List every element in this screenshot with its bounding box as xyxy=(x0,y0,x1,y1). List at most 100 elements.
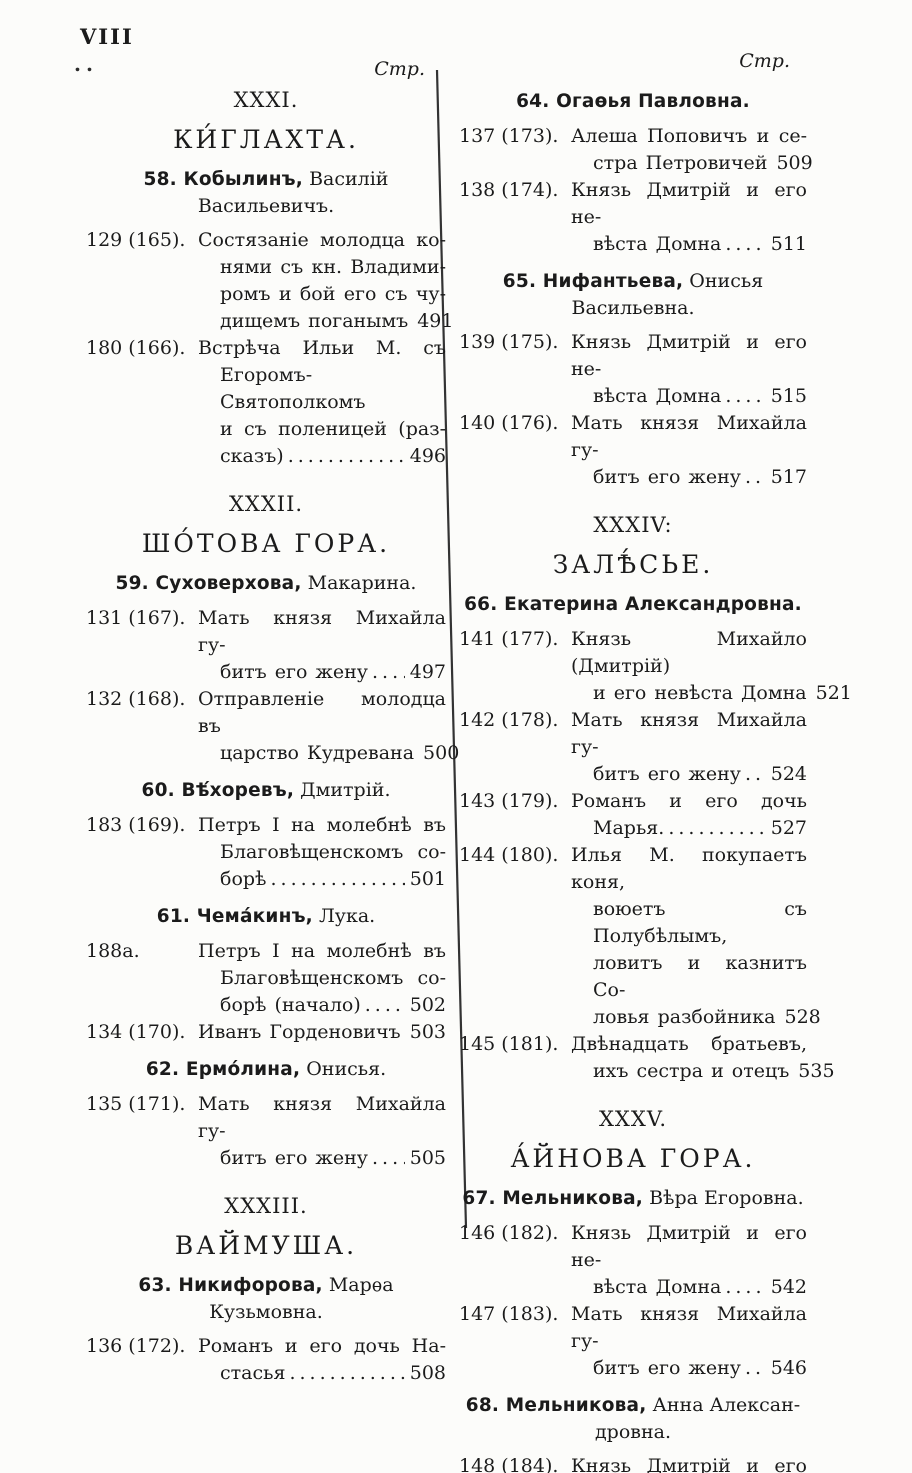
chapter-title: А́ЙНОВА ГОРА. xyxy=(510,1144,756,1173)
entry-text-line: Князь Дмитрій и его не- xyxy=(571,179,807,228)
entry-last-line: сказъ)..............496 xyxy=(198,443,446,470)
entry-text-end: вѣста Домна xyxy=(593,1276,722,1298)
entry-number: 180 (166). xyxy=(86,337,186,359)
entry-text: Мать князя Михайла гу-битъ его жену.....… xyxy=(198,605,446,686)
entry-text-line: Мать князя Михайла гу- xyxy=(571,1303,807,1352)
person-given-name: Васильевичъ. xyxy=(197,195,335,217)
toc-entry: 148 (184). Князь Дмитрій и его не-вѣста Д… xyxy=(459,1453,807,1473)
person-heading-line2: Кузьмовна. xyxy=(86,1299,446,1325)
page-number: 503 xyxy=(409,1021,446,1043)
toc-entry: 140 (176). Мать князя Михайла гу-битъ его… xyxy=(459,410,807,491)
entry-text-line: Князь Дмитрій и его не- xyxy=(571,1222,807,1271)
entry-text-line: Романъ и его дочь xyxy=(571,790,807,812)
leader-dots: ....... xyxy=(371,1147,405,1169)
page-number: 517 xyxy=(770,466,807,488)
entry-text: Двѣнадцать братьевъ, ихъ сестра и отецъ..… xyxy=(571,1031,835,1085)
entry-text-line: ловитъ и казнитъ Со- xyxy=(593,952,807,1001)
ink-specks: .. xyxy=(74,52,98,76)
entry-text: Состязаніе молодца ко-нями съ кн. Владим… xyxy=(198,227,453,335)
page-number: 491 xyxy=(417,310,454,332)
entry-text-line: Состязаніе молодца ко- xyxy=(198,229,446,251)
person-heading: 61. Чема́кинъ, Лука. xyxy=(86,903,446,930)
entry-text-line: Князь Михайло (Дмитрій) xyxy=(571,628,807,677)
person-heading-line2: Васильевна. xyxy=(459,295,807,321)
toc-entry: 135 (171). Мать князя Михайла гу-битъ его… xyxy=(86,1091,446,1172)
entry-last-line: дищемъ поганымъ....491 xyxy=(198,308,453,335)
entry-text: Иванъ Горденовичъ...503 xyxy=(198,1019,446,1046)
entry-number: 139 (175). xyxy=(459,331,559,353)
entry-text-end: ловья разбойника xyxy=(593,1006,776,1028)
entry-text-end: борѣ (начало) xyxy=(220,994,361,1016)
chapter-number: XXXIV: xyxy=(593,513,673,537)
person-given-name: Лука. xyxy=(312,905,376,927)
toc-entry: 131 (167). Мать князя Михайла гу-битъ его… xyxy=(86,605,446,686)
entry-text-line: Князь Дмитрій и его не- xyxy=(571,1455,807,1473)
entry-text: Петръ I на молебнѣ въ Благовѣщенскомъ со-… xyxy=(198,938,446,1019)
chapter-number: XXXV. xyxy=(598,1107,668,1131)
leader-dots: ............... xyxy=(270,868,405,890)
toc-entry: 141 (177). Князь Михайло (Дмитрій) и его н… xyxy=(459,626,852,707)
entry-text-end: битъ его жену xyxy=(220,1147,368,1169)
entry-text: Мать князя Михайла гу-битъ его жену.....… xyxy=(571,1301,807,1382)
leader-dots: ....... xyxy=(371,661,405,683)
entry-number: 129 (165). xyxy=(86,229,186,251)
entry-text: Отправленіе молодца въ царство Кудревана.… xyxy=(198,686,459,767)
toc-entry: 142 (178). Мать князя Михайла гу-битъ его… xyxy=(459,707,807,788)
toc-entry: 138 (174). Князь Дмитрій и его не-вѣста Д… xyxy=(459,177,807,258)
entry-text-line: ромъ и бой его съ чу- xyxy=(220,283,446,305)
toc-entry: 129 (165). Состязаніе молодца ко-нями съ … xyxy=(86,227,453,335)
page-number: 501 xyxy=(409,868,446,890)
chapter-title: ШО́ТОВА ГОРА. xyxy=(141,529,391,558)
entry-last-line: вѣста Домна.........515 xyxy=(571,383,807,410)
entry-text: Романъ и его дочь На-стасья.............… xyxy=(198,1333,446,1387)
entry-text-end: стасья xyxy=(220,1362,286,1384)
entry-text: Мать князя Михайла гу-битъ его жену.....… xyxy=(198,1091,446,1172)
toc-entry: 134 (170). Иванъ Горденовичъ...503 xyxy=(86,1019,446,1046)
toc-entry: 137 (173). Алеша Поповичъ и се-стра Петро… xyxy=(459,123,813,177)
chapter-number: XXXII. xyxy=(228,492,304,516)
entry-text: Мать князя Михайла гу-битъ его жену.....… xyxy=(571,707,807,788)
leader-dots: ....... xyxy=(364,994,405,1016)
leader-dots: ....... xyxy=(744,1357,766,1379)
page-number: 535 xyxy=(798,1060,835,1082)
person-number-and-surname: 61. Чема́кинъ, xyxy=(156,906,313,927)
entry-text: Илья М. покупаетъ коня, воюетъ съ Полубѣл… xyxy=(571,842,821,1031)
page-number: 509 xyxy=(776,152,813,174)
entry-text-end: дищемъ поганымъ xyxy=(220,310,409,332)
page-column-header-right: Стр. xyxy=(739,50,790,72)
entry-text: Князь Дмитрій и его не-вѣста Домна......… xyxy=(571,1453,807,1473)
toc-entry: 183 (169). Петръ I на молебнѣ въ Благовѣще… xyxy=(86,812,446,893)
page-number: 524 xyxy=(770,763,807,785)
person-number-and-surname: 66. Екатерина Александровна. xyxy=(464,594,802,615)
person-given-name: Онисья. xyxy=(300,1058,387,1080)
person-number-and-surname: 65. Нифантьева, xyxy=(502,271,684,292)
entry-text-line: Благовѣщенскомъ со- xyxy=(220,967,446,989)
leader-dots: ....... xyxy=(744,763,766,785)
person-heading: 60. Вѣ́хоревъ, Дмитрій. xyxy=(86,777,446,804)
entry-number: 141 (177). xyxy=(459,628,559,650)
entry-number: 137 (173). xyxy=(459,125,559,147)
person-heading: 64. Огаѳья Павловна. xyxy=(459,88,807,115)
entry-last-line: Марья..............527 xyxy=(571,815,807,842)
toc-entry: 180 (166). Встрѣча Ильи М. съ Егоромъ-Свят… xyxy=(86,335,446,470)
person-given-name: Васильевна. xyxy=(571,297,695,319)
chapter-title: КИ́ГЛАХТА. xyxy=(173,125,359,154)
entry-number: 148 (184). xyxy=(459,1455,559,1473)
leader-dots: ........ xyxy=(725,1276,766,1298)
entry-number: 144 (180). xyxy=(459,844,559,866)
leader-dots: ......... xyxy=(725,385,766,407)
leader-dots: ............. xyxy=(668,817,765,839)
page-number: 497 xyxy=(409,661,446,683)
entry-text-end: битъ его жену xyxy=(220,661,368,683)
person-heading: 66. Екатерина Александровна. xyxy=(459,591,807,618)
entry-text: Князь Дмитрій и его не-вѣста Домна......… xyxy=(571,177,807,258)
person-heading: 67. Мельникова, Вѣра Егоровна. xyxy=(459,1185,807,1212)
entry-text-end: битъ его жену xyxy=(593,466,741,488)
toc-entry: 136 (172). Романъ и его дочь На-стасья...… xyxy=(86,1333,446,1387)
entry-text-line: Князь Дмитрій и его не- xyxy=(571,331,807,380)
entry-last-line: битъ его жену.......517 xyxy=(571,464,807,491)
toc-entry: 147 (183). Мать князя Михайла гу-битъ его… xyxy=(459,1301,807,1382)
entry-last-line: стасья..............508 xyxy=(198,1360,446,1387)
person-heading: 58. Кобылинъ, Василій xyxy=(86,166,446,193)
entry-number: 134 (170). xyxy=(86,1021,186,1043)
